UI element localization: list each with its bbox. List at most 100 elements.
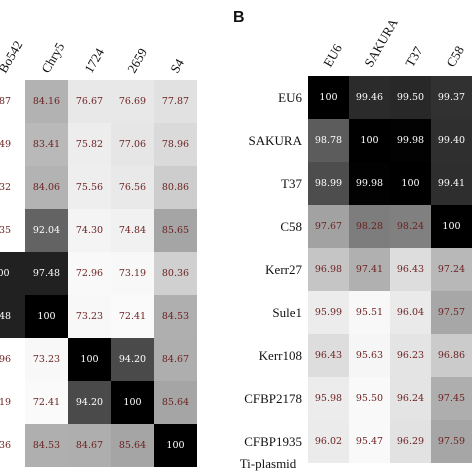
cell-value-label: .19	[0, 397, 11, 408]
cell-value-label: .49	[0, 139, 11, 150]
heatmap-cell	[308, 420, 349, 463]
cell-value-label: 96.29	[397, 436, 424, 447]
cell-value-label: 85.64	[162, 397, 189, 408]
heatmap-cell	[154, 80, 197, 123]
cell-value-label: 100	[360, 135, 378, 146]
cell-value-label: 72.41	[119, 311, 146, 322]
row-label: Kerr108	[259, 348, 302, 363]
cell-value-label: 98.28	[356, 221, 383, 232]
cell-value-label: 78.96	[162, 139, 189, 150]
heatmap-cell	[111, 166, 154, 209]
cell-value-label: 95.47	[356, 436, 383, 447]
heatmap-cell	[0, 252, 25, 295]
heatmap-cell	[68, 80, 111, 123]
heatmap-cell	[308, 162, 349, 205]
cell-value-label: 73.19	[119, 268, 146, 279]
cell-value-label: 99.37	[438, 92, 465, 103]
heatmap-cell	[390, 248, 431, 291]
cell-value-label: 96.02	[315, 436, 342, 447]
heatmap-cell	[154, 381, 197, 424]
panel-b-heatmap: B 100 99.46 99.50 99.37 98.78 100 99.98 99.40 98…	[233, 9, 472, 471]
cell-value-label: .96	[0, 354, 11, 365]
cell-value-label: 97.57	[438, 307, 465, 318]
heatmap-cell	[25, 252, 68, 295]
heatmap-cell	[431, 377, 472, 420]
heatmap-cell	[349, 119, 390, 162]
heatmap-cell	[111, 252, 154, 295]
cell-value-label: 80.86	[162, 182, 189, 193]
cell-value-label: 100	[166, 440, 184, 451]
cell-value-label: 94.20	[76, 397, 103, 408]
heatmap-cell	[0, 80, 25, 123]
heatmap-cell	[0, 123, 25, 166]
heatmap-cell	[68, 338, 111, 381]
panel-a-heatmap: .87 84.16 76.67 76.69 77.87 .49 83.41 75.82 77.0…	[0, 38, 197, 467]
heatmap-cell	[390, 377, 431, 420]
cell-value-label: 97.45	[438, 393, 465, 404]
heatmap-cell	[25, 295, 68, 338]
heatmap-cell	[390, 420, 431, 463]
cell-value-label: 83.41	[33, 139, 60, 150]
heatmap-cell	[25, 80, 68, 123]
column-header: SAKURA	[361, 15, 401, 69]
cell-value-label: 95.51	[356, 307, 383, 318]
cell-value-label: 100	[401, 178, 419, 189]
heatmap-cell	[68, 166, 111, 209]
cell-value-label: 75.82	[76, 139, 103, 150]
row-label: CFBP1935	[244, 434, 302, 449]
cell-value-label: 73.23	[76, 311, 103, 322]
column-header: 1724	[81, 45, 107, 75]
row-label: SAKURA	[249, 133, 303, 148]
heatmap-cell	[68, 252, 111, 295]
heatmap-cell	[154, 252, 197, 295]
heatmap-cell	[308, 248, 349, 291]
cell-value-label: 84.53	[33, 440, 60, 451]
row-label: Sule1	[272, 305, 302, 320]
heatmap-cell	[431, 334, 472, 377]
column-header: T37	[402, 43, 426, 69]
heatmap-cell	[349, 205, 390, 248]
cell-value-label: 74.30	[76, 225, 103, 236]
cell-value-label: 97.41	[356, 264, 383, 275]
cell-value-label: 72.41	[33, 397, 60, 408]
heatmap-cell	[154, 123, 197, 166]
cell-value-label: 99.98	[356, 178, 383, 189]
row-label: C58	[280, 219, 302, 234]
cell-value-label: 98.99	[315, 178, 342, 189]
heatmap-cell	[308, 291, 349, 334]
heatmap-cell	[431, 76, 472, 119]
heatmap-cell	[68, 424, 111, 467]
cell-value-label: .36	[0, 440, 11, 451]
cell-value-label: 76.56	[119, 182, 146, 193]
heatmap-cell	[431, 291, 472, 334]
column-header: EU6	[320, 41, 345, 70]
heatmap-cell	[349, 291, 390, 334]
heatmap-cell	[154, 166, 197, 209]
heatmap-cell	[154, 209, 197, 252]
heatmap-cell	[111, 424, 154, 467]
cell-value-label: 00	[0, 268, 10, 279]
heatmap-cell	[0, 424, 25, 467]
cell-value-label: 84.16	[33, 96, 60, 107]
heatmap-cell	[25, 424, 68, 467]
heatmap-cell	[111, 338, 154, 381]
column-header: 2659	[124, 45, 150, 75]
heatmap-cell	[349, 248, 390, 291]
cell-value-label: 95.99	[315, 307, 342, 318]
panel-caption: Ti-plasmid	[240, 456, 297, 471]
heatmap-cell	[0, 338, 25, 381]
heatmap-cell	[349, 334, 390, 377]
cell-value-label: 100	[442, 221, 460, 232]
cell-value-label: 97.48	[33, 268, 60, 279]
heatmap-cell	[0, 166, 25, 209]
cell-value-label: 75.56	[76, 182, 103, 193]
heatmap-cell	[25, 166, 68, 209]
cell-value-label: .87	[0, 96, 11, 107]
heatmap-cell	[154, 295, 197, 338]
heatmap-cell	[154, 424, 197, 467]
heatmap-cell	[390, 119, 431, 162]
heatmap-cell	[111, 209, 154, 252]
cell-value-label: .48	[0, 311, 11, 322]
cell-value-label: 95.50	[356, 393, 383, 404]
cell-value-label: 96.98	[315, 264, 342, 275]
